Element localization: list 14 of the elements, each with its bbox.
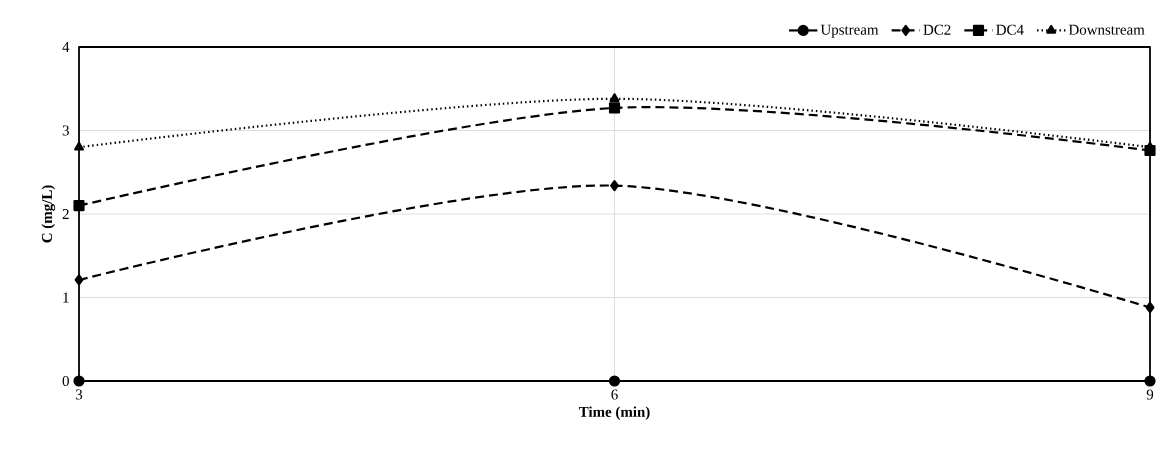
x-tick-label: 3 (75, 389, 83, 400)
y-axis-title: C (mg/L) (41, 185, 56, 243)
legend-label: DC4 (996, 24, 1024, 35)
legend-label: Downstream (1068, 24, 1145, 35)
x-tick-label: 9 (1146, 389, 1154, 400)
y-tick-label: 4 (62, 42, 70, 52)
legend-label: DC2 (923, 24, 951, 35)
y-tick-label: 0 (62, 375, 69, 387)
x-tick-label: 6 (611, 389, 618, 400)
y-tick-label: 2 (62, 209, 69, 219)
y-tick-label: 3 (62, 125, 69, 136)
y-tick-label: 1 (63, 292, 69, 303)
x-axis-title: Time (min) (578, 406, 650, 420)
legend-label: Upstream (820, 24, 879, 38)
